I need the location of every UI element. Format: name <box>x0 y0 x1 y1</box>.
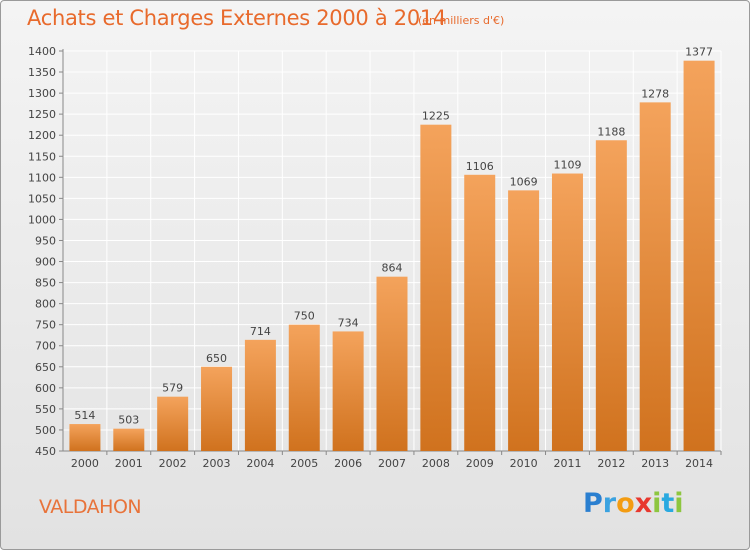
bar-2005 <box>288 324 320 451</box>
bar-2008 <box>420 124 452 452</box>
y-tick-label: 550 <box>35 403 56 416</box>
data-label-2012: 1188 <box>597 125 625 138</box>
x-tick-label-2013: 2013 <box>641 457 669 470</box>
logo-letter: i <box>652 488 662 519</box>
bar-2004 <box>244 339 276 451</box>
logo-letter: i <box>674 488 684 519</box>
x-tick-label-2007: 2007 <box>378 457 406 470</box>
y-tick-label: 600 <box>35 382 56 395</box>
x-tick-label-2002: 2002 <box>159 457 187 470</box>
x-tick-label-2003: 2003 <box>203 457 231 470</box>
labels: 450 500 550 600 650 700 750 800 850 900 950 1000 105… <box>28 45 713 470</box>
x-tick-label-2012: 2012 <box>597 457 625 470</box>
y-tick-label: 1350 <box>28 66 56 79</box>
logo-letter: x <box>634 488 653 519</box>
data-label-2007: 864 <box>382 262 403 275</box>
y-tick-label: 950 <box>35 234 56 247</box>
data-label-2003: 650 <box>206 352 227 365</box>
bar-2014 <box>683 60 715 452</box>
data-label-2000: 514 <box>74 409 95 422</box>
x-tick-label-2008: 2008 <box>422 457 450 470</box>
data-label-2014: 1377 <box>685 46 713 59</box>
y-tick-label: 750 <box>35 319 56 332</box>
x-tick-label-2010: 2010 <box>510 457 538 470</box>
y-tick-label: 1100 <box>28 171 56 184</box>
data-label-2005: 750 <box>294 310 315 323</box>
bar-2002 <box>157 396 189 451</box>
bar-2009 <box>464 174 496 451</box>
x-tick-label-2014: 2014 <box>685 457 713 470</box>
bar-2010 <box>508 190 540 452</box>
logo-letter: P <box>583 488 603 519</box>
y-tick-label: 1300 <box>28 87 56 100</box>
x-tick-label-2006: 2006 <box>334 457 362 470</box>
y-tick-label: 900 <box>35 256 56 269</box>
data-label-2010: 1069 <box>510 175 538 188</box>
x-tick-label-2009: 2009 <box>466 457 494 470</box>
data-label-2013: 1278 <box>641 87 669 100</box>
y-tick-label: 500 <box>35 424 56 437</box>
logo-letter: o <box>616 488 635 519</box>
place-name: VALDAHON <box>39 496 142 518</box>
y-tick-label: 700 <box>35 340 56 353</box>
x-tick-label-2005: 2005 <box>290 457 318 470</box>
data-label-2002: 579 <box>162 382 183 395</box>
data-label-2006: 734 <box>338 316 359 329</box>
y-tick-label: 850 <box>35 277 56 290</box>
y-tick-label: 1000 <box>28 213 56 226</box>
data-label-2011: 1109 <box>553 159 581 172</box>
bar-2012 <box>595 140 627 451</box>
x-tick-label-2000: 2000 <box>71 457 99 470</box>
x-tick-label-2004: 2004 <box>246 457 274 470</box>
bar-2006 <box>332 331 364 451</box>
bar-2011 <box>551 173 583 452</box>
bar-2007 <box>376 276 408 451</box>
y-tick-label: 650 <box>35 361 56 374</box>
bar-2000 <box>69 424 101 451</box>
logo-letter: r <box>602 488 617 519</box>
data-label-2008: 1225 <box>422 110 450 123</box>
bar-2001 <box>113 428 145 451</box>
bars <box>69 60 715 452</box>
y-tick-label: 1400 <box>28 45 56 58</box>
proxiti-logo: Proxiti <box>583 488 684 519</box>
x-tick-label-2011: 2011 <box>553 457 581 470</box>
bar-2013 <box>639 102 671 452</box>
y-tick-label: 1150 <box>28 150 56 163</box>
y-tick-label: 1200 <box>28 129 56 142</box>
data-label-2009: 1106 <box>466 160 494 173</box>
chart-subtitle: (en milliers d'€) <box>418 14 505 27</box>
x-tick-label-2001: 2001 <box>115 457 143 470</box>
y-tick-label: 1050 <box>28 192 56 205</box>
data-label-2001: 503 <box>118 414 139 427</box>
y-tick-label: 1250 <box>28 108 56 121</box>
logo-letter: t <box>661 488 675 519</box>
y-tick-label: 450 <box>35 445 56 458</box>
chart-title: Achats et Charges Externes 2000 à 2014 <box>27 6 447 30</box>
data-label-2004: 714 <box>250 325 271 338</box>
bar-2003 <box>201 366 233 451</box>
y-tick-label: 800 <box>35 298 56 311</box>
